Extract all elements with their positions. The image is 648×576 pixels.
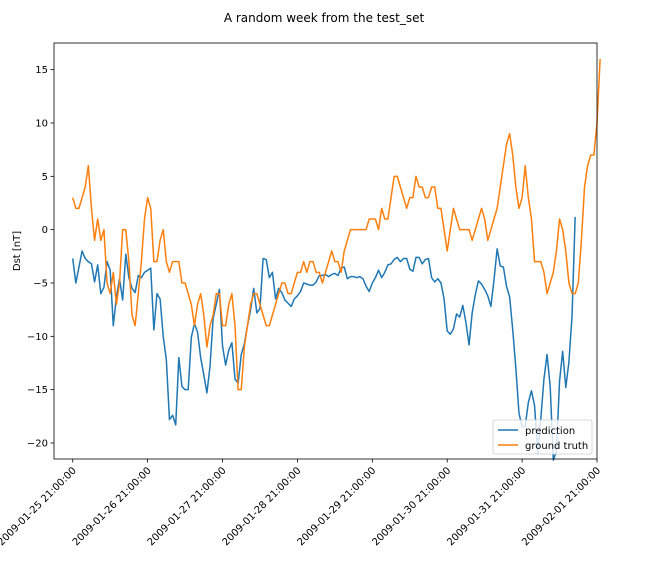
x-tick-label: 2009-01-25 21:00:00	[0, 465, 79, 548]
y-tick-label: 0	[42, 225, 48, 236]
y-tick-label: 5	[42, 172, 48, 183]
legend-label-prediction: prediction	[525, 426, 575, 437]
legend-label-ground-truth: ground truth	[525, 441, 588, 452]
y-axis-label: Dst [nT]	[12, 231, 23, 271]
y-tick-label: 15	[35, 65, 48, 76]
y-tick-label: −10	[27, 332, 48, 343]
x-tick-label: 2009-02-01 21:00:00	[520, 465, 603, 548]
x-tick-label: 2009-01-26 21:00:00	[71, 465, 154, 548]
y-tick-label: −20	[27, 439, 48, 450]
y-tick-label: 10	[35, 119, 48, 130]
x-tick-label: 2009-01-27 21:00:00	[146, 465, 229, 548]
x-tick-label: 2009-01-30 21:00:00	[370, 465, 453, 548]
x-tick-label: 2009-01-31 21:00:00	[445, 465, 528, 548]
y-axis: −20 −15 −10 −5 0 5 10 15	[27, 65, 54, 450]
series-layer	[71, 58, 601, 461]
y-tick-label: −15	[27, 385, 48, 396]
chart-title: A random week from the test_set	[224, 11, 425, 25]
plot-frame	[53, 42, 598, 460]
x-tick-label: 2009-01-29 21:00:00	[296, 465, 379, 548]
x-tick-label: 2009-01-28 21:00:00	[221, 465, 304, 548]
series-line-ground-truth	[72, 58, 601, 391]
y-tick-label: −5	[33, 279, 48, 290]
legend: prediction ground truth	[492, 419, 593, 455]
